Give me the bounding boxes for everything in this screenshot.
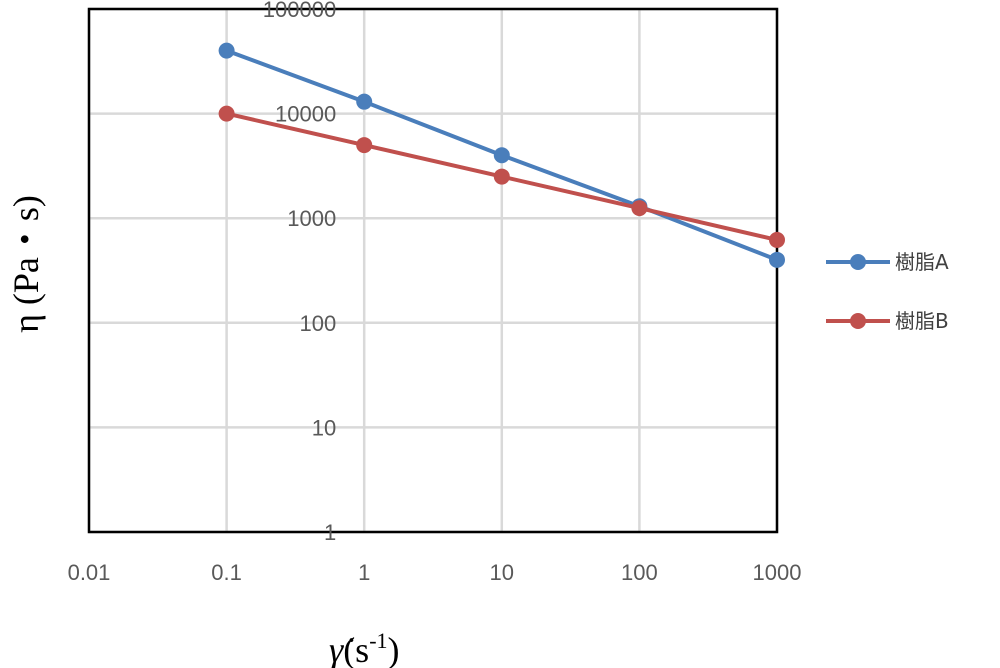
x-axis-title-unit-open: (s xyxy=(343,630,369,668)
x-tick-label: 100 xyxy=(621,560,658,585)
legend-label: 樹脂A xyxy=(895,250,949,274)
legend-marker xyxy=(850,313,866,329)
x-tick-label: 1000 xyxy=(753,560,802,585)
y-tick-label: 1 xyxy=(324,520,336,545)
y-tick-label: 1000 xyxy=(287,206,336,231)
data-point xyxy=(493,147,510,164)
x-tick-label: 1 xyxy=(358,560,370,585)
legend-label: 樹脂B xyxy=(895,309,949,333)
data-point xyxy=(631,200,648,217)
x-tick-label: 0.01 xyxy=(68,560,111,585)
x-axis-title-unit-exp: -1 xyxy=(369,628,387,653)
y-tick-label: 10 xyxy=(312,415,336,440)
data-point xyxy=(769,251,785,268)
legend-marker xyxy=(850,254,866,270)
y-tick-label: 100 xyxy=(299,311,336,336)
x-axis-title-unit-close: ) xyxy=(388,630,400,668)
x-axis-title: γ̇(s-1) xyxy=(329,628,400,668)
plot-frame xyxy=(87,7,779,534)
y-tick-labels: 1 10 100 1000 10000 100000 xyxy=(263,0,336,545)
y-axis-title: η (Pa・s) xyxy=(6,195,46,333)
x-tick-labels: 0.01 0.1 1 10 100 1000 xyxy=(68,560,802,585)
data-point xyxy=(493,168,510,185)
data-point xyxy=(356,93,373,110)
legend: 樹脂A 樹脂B xyxy=(826,250,949,333)
data-point xyxy=(218,42,235,59)
series-layer xyxy=(218,42,785,268)
data-point xyxy=(356,137,373,154)
y-tick-label: 10000 xyxy=(275,102,336,127)
data-point xyxy=(218,105,235,122)
x-tick-label: 10 xyxy=(490,560,514,585)
y-tick-label: 100000 xyxy=(263,0,336,22)
data-point xyxy=(769,231,785,248)
x-tick-label: 0.1 xyxy=(211,560,242,585)
grid xyxy=(87,7,779,534)
